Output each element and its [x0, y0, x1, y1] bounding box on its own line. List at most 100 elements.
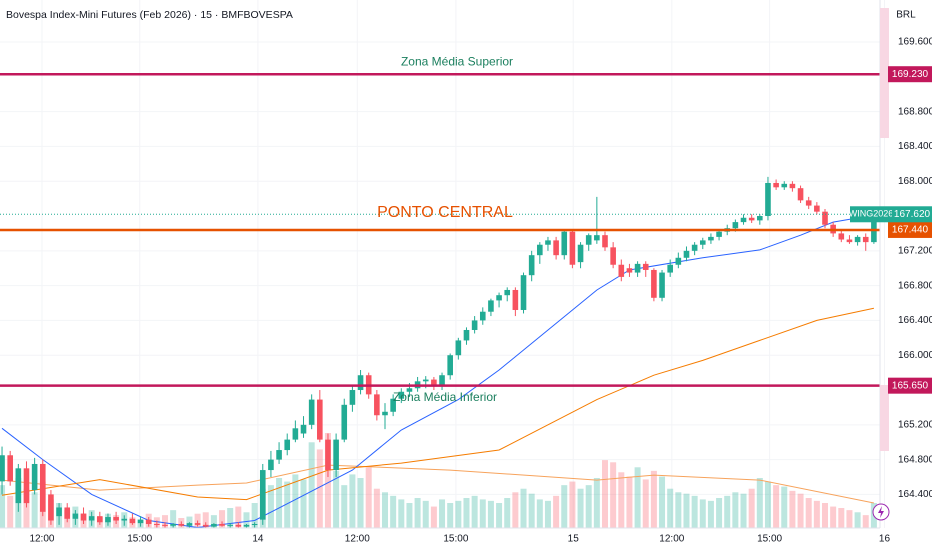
volume-bar: [577, 488, 584, 528]
candle-body: [137, 519, 144, 524]
level-label: PONTO CENTRAL: [377, 204, 513, 221]
candle-body: [227, 524, 233, 526]
candle-body: [675, 257, 682, 265]
volume-bar: [593, 478, 600, 528]
candle-body: [300, 424, 307, 434]
candle-body: [23, 468, 30, 504]
volume-bar: [373, 488, 380, 528]
candle-body: [154, 523, 160, 525]
candle-body: [805, 200, 812, 206]
volume-bar: [170, 510, 177, 528]
candle-body: [732, 222, 739, 229]
volume-bar: [520, 488, 527, 528]
candle-body: [170, 523, 176, 526]
volume-bar: [447, 503, 454, 528]
overlays: Zona Média Superior 169.230 PONTO CENTRAL 1…: [377, 54, 932, 404]
volume-bar: [724, 495, 731, 528]
level-price-label: 165.650: [892, 380, 929, 391]
candle-body: [259, 470, 266, 520]
candle-body: [545, 240, 551, 245]
alert-bolt: [878, 506, 884, 518]
volume-bar: [292, 474, 299, 528]
volume-bar: [748, 488, 755, 528]
y-tick-label: 167.200: [898, 245, 932, 256]
candle-body: [39, 463, 46, 512]
candle-body: [814, 205, 820, 212]
volume-bar: [365, 467, 372, 528]
volume-bar: [31, 492, 38, 528]
volume-bar: [536, 499, 543, 528]
volume-bar: [528, 493, 535, 528]
candle-body: [357, 375, 364, 391]
volume-bar: [846, 510, 853, 528]
price-pane: [0, 72, 880, 528]
volume-bar: [602, 460, 608, 528]
candle-body: [48, 494, 54, 521]
currency: BRL: [896, 10, 916, 21]
volume-bar: [357, 478, 364, 528]
x-tick-label: 12:00: [345, 534, 370, 545]
candle-body: [651, 269, 657, 298]
x-tick-label: 15:00: [443, 534, 468, 545]
candle-body: [610, 247, 616, 265]
volume-bar: [699, 499, 706, 528]
y-tick-label: 165.200: [898, 419, 932, 430]
volume-bar: [406, 503, 413, 528]
candle-body: [251, 523, 258, 525]
candle-body: [341, 404, 348, 440]
candle-body: [463, 329, 470, 341]
candle-body: [219, 523, 225, 526]
candle-body: [0, 455, 5, 482]
volume-bar: [544, 500, 551, 528]
volume-bar: [276, 478, 283, 528]
candle-body: [56, 507, 62, 517]
volume-bar: [390, 495, 397, 528]
candle-body: [496, 295, 502, 301]
x-tick-label: 14: [252, 534, 264, 545]
candle-body: [284, 439, 291, 451]
volume-bar: [781, 486, 788, 528]
candle-body: [15, 468, 22, 504]
volume-bar: [471, 495, 478, 528]
candle-body: [162, 524, 168, 526]
volume-bar: [479, 499, 486, 528]
volume-bar: [308, 442, 315, 528]
candle-body: [822, 211, 828, 225]
volume-bar: [341, 485, 348, 528]
candle-body: [846, 239, 853, 243]
axis-range-highlight: [880, 385, 889, 451]
candle-body: [211, 523, 217, 527]
candle-body: [871, 214, 877, 243]
candle-body: [243, 524, 250, 527]
volume-bar: [659, 476, 666, 528]
volume-bar: [496, 503, 503, 528]
candle-body: [72, 513, 79, 519]
candle-body: [325, 439, 331, 471]
volume-bar: [561, 485, 568, 528]
volume-bar: [202, 512, 209, 528]
candle-body: [308, 399, 315, 425]
candle-body: [374, 394, 380, 416]
level-label: Zona Média Inferior: [393, 390, 497, 404]
volume-pane: [0, 433, 877, 528]
volume-bar: [267, 485, 274, 528]
y-tick-label: 169.600: [898, 37, 932, 48]
volume-bar: [634, 467, 641, 528]
x-tick-label: 15:00: [127, 534, 152, 545]
volume-bar: [813, 500, 820, 528]
volume-bar: [284, 481, 291, 528]
volume-bar: [667, 488, 674, 528]
candle-body: [390, 398, 396, 412]
volume-bar: [349, 474, 356, 528]
volume-bar: [333, 470, 340, 528]
y-tick-label: 166.400: [898, 315, 932, 326]
candle-body: [561, 231, 568, 256]
candle-body: [528, 255, 535, 276]
volume-bar: [789, 490, 796, 528]
y-tick-label: 166.800: [898, 280, 932, 291]
candle-body: [569, 231, 576, 265]
candle-body: [129, 518, 136, 524]
volume-bar: [569, 481, 576, 528]
candle-body: [659, 272, 665, 298]
candle-body: [594, 235, 600, 241]
